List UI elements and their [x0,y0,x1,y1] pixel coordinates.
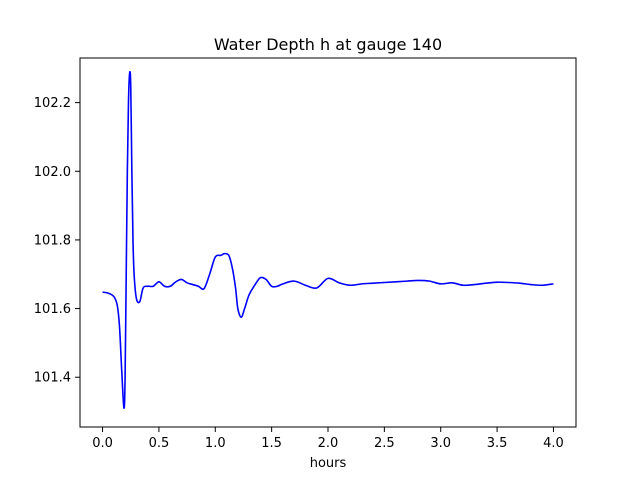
y-tick-label: 101.4 [34,371,71,386]
plot-area [102,70,554,409]
y-tick-label: 102.2 [34,96,71,111]
y-tick-label: 102.0 [34,165,71,180]
x-axis-label: hours [310,456,347,471]
y-axis: 101.4 101.6 101.8 102.0 102.2 [34,96,80,386]
y-tick-label: 101.6 [34,302,71,317]
chart-title: Water Depth h at gauge 140 [214,35,442,54]
x-axis: 0.0 0.5 1.0 1.5 2.0 2.5 3.0 3.5 4.0 [92,427,564,451]
x-tick-label: 3.5 [487,436,508,451]
x-tick-label: 1.0 [205,436,226,451]
x-tick-label: 1.5 [261,436,282,451]
x-tick-label: 0.5 [149,436,170,451]
y-tick-label: 101.8 [34,233,71,248]
x-tick-label: 0.0 [92,436,113,451]
x-tick-label: 3.0 [430,436,451,451]
x-tick-label: 2.5 [374,436,395,451]
x-tick-label: 2.0 [318,436,339,451]
series-line-0 [102,70,554,409]
x-tick-label: 4.0 [543,436,564,451]
